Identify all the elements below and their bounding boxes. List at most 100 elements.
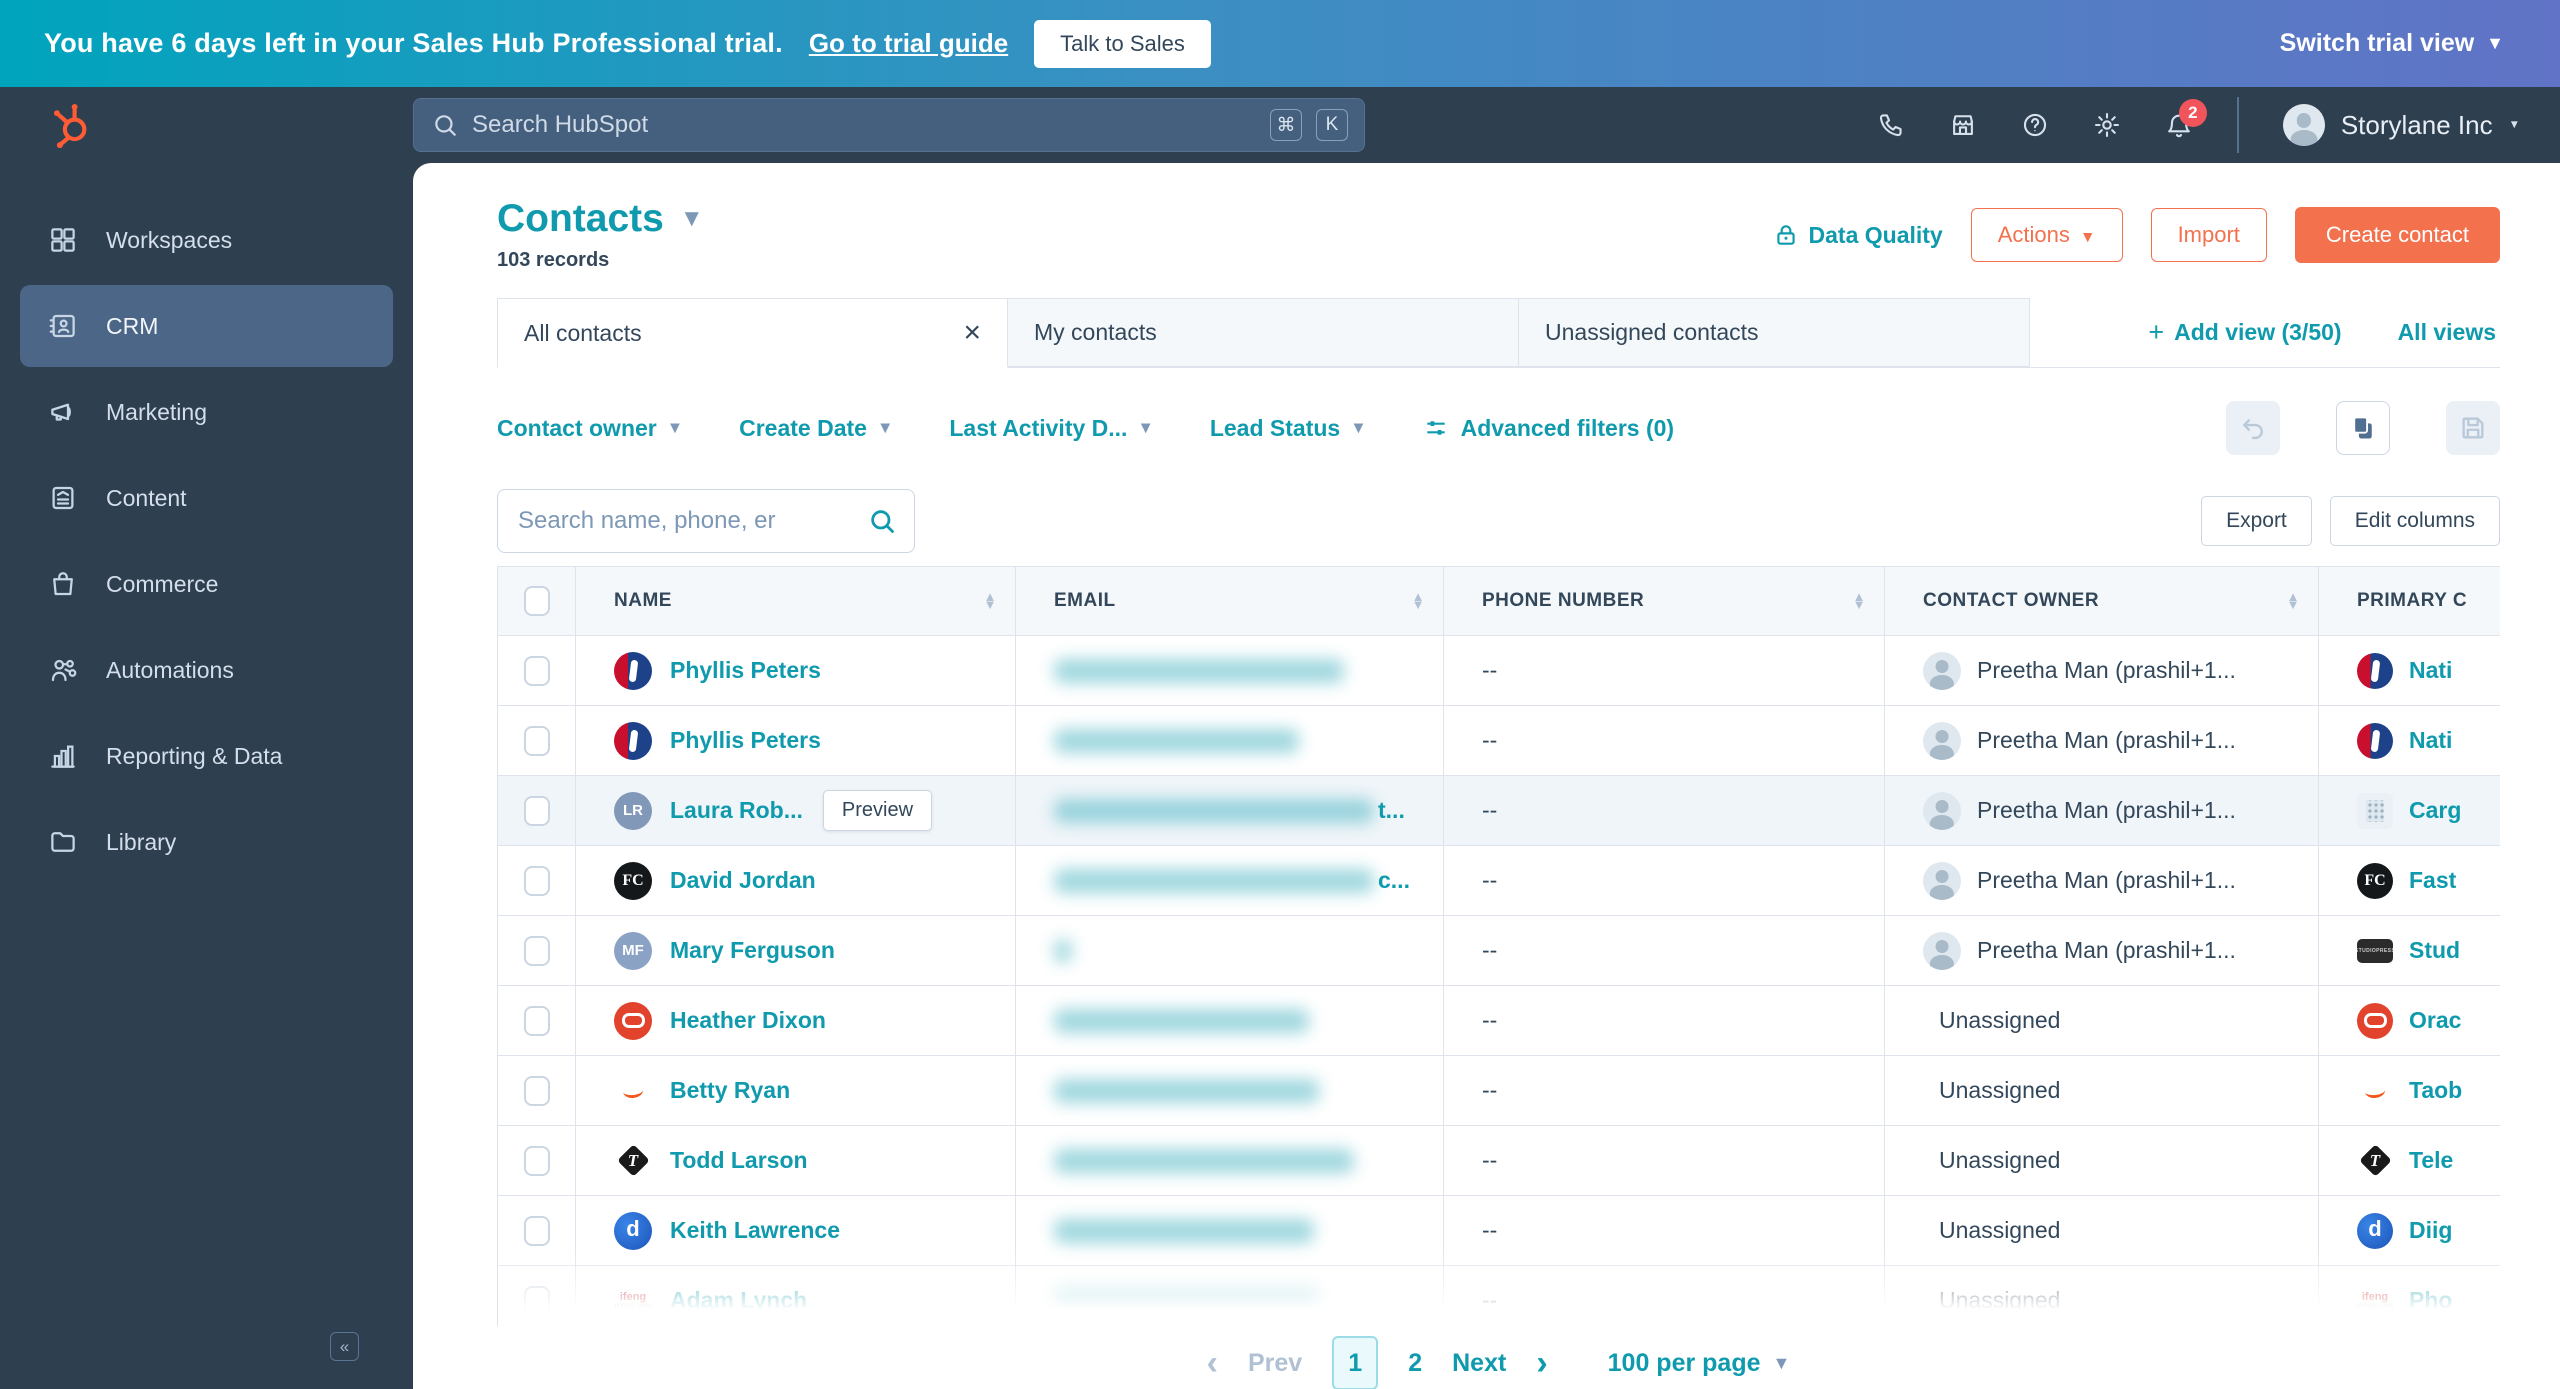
close-icon[interactable]: × <box>963 316 981 349</box>
filter-create-date[interactable]: Create Date ▼ <box>739 414 894 441</box>
global-search[interactable]: ⌘ K <box>413 98 1365 152</box>
sidebar-item-marketing[interactable]: Marketing <box>20 371 393 453</box>
tab-all-contacts[interactable]: All contacts × <box>497 298 1008 368</box>
row-checkbox[interactable] <box>523 1215 550 1246</box>
contact-name-link[interactable]: Laura Rob... <box>670 797 803 823</box>
bar-chart-icon <box>51 745 75 768</box>
sidebar-item-workspaces[interactable]: Workspaces <box>20 199 393 281</box>
talk-to-sales-button[interactable]: Talk to Sales <box>1034 19 1211 68</box>
filter-contact-owner[interactable]: Contact owner ▼ <box>497 414 684 441</box>
sort-icon[interactable]: ▲ ▼ <box>983 588 997 612</box>
column-header-phone[interactable]: PHONE NUMBER ▲ ▼ <box>1444 567 1885 635</box>
lr-logo-avatar <box>614 791 652 830</box>
chevron-down-icon[interactable]: ▼ <box>679 205 704 232</box>
advanced-filters-link[interactable]: Advanced filters (0) <box>1423 415 1674 442</box>
table-search-input[interactable] <box>518 507 858 535</box>
oracle-logo-avatar <box>614 1001 652 1040</box>
row-checkbox[interactable] <box>523 795 550 826</box>
primary-company-link[interactable]: Taob <box>2409 1077 2463 1103</box>
contact-name-link[interactable]: Heather Dixon <box>670 1007 826 1033</box>
row-checkbox[interactable] <box>523 1005 550 1036</box>
column-header-owner[interactable]: CONTACT OWNER ▲ ▼ <box>1885 567 2319 635</box>
row-checkbox[interactable] <box>523 655 550 686</box>
edit-columns-button[interactable]: Edit columns <box>2329 496 2500 546</box>
per-page-select[interactable]: 100 per page ▼ <box>1607 1348 1791 1377</box>
create-contact-button[interactable]: Create contact <box>2294 207 2500 263</box>
primary-company-link[interactable]: Orac <box>2409 1007 2462 1033</box>
contact-name-link[interactable]: Phyllis Peters <box>670 657 821 683</box>
row-checkbox[interactable] <box>523 1075 550 1106</box>
account-menu[interactable]: Storylane Inc ▼ <box>2282 104 2520 146</box>
data-quality-link[interactable]: Data Quality <box>1773 222 1943 249</box>
help-icon[interactable] <box>2021 111 2049 139</box>
filter-lead-status[interactable]: Lead Status ▼ <box>1209 414 1367 441</box>
actions-button[interactable]: Actions ▼ <box>1970 208 2123 262</box>
primary-company-link[interactable]: Diig <box>2409 1217 2453 1243</box>
select-all-checkbox[interactable] <box>523 586 550 616</box>
tab-my-contacts[interactable]: My contacts <box>1008 298 1519 367</box>
export-button[interactable]: Export <box>2201 496 2312 546</box>
primary-company-link[interactable]: Carg <box>2409 797 2462 823</box>
notifications-icon[interactable]: 2 <box>2165 99 2207 139</box>
primary-company-link[interactable]: Fast <box>2409 867 2457 893</box>
undo-button[interactable] <box>2226 401 2280 455</box>
phone-icon[interactable] <box>1877 111 1905 139</box>
sidebar-item-automations[interactable]: Automations <box>20 629 393 711</box>
collapse-sidebar-button[interactable]: « <box>330 1332 359 1361</box>
owner-avatar <box>1923 931 1961 970</box>
prev-chevron-icon[interactable]: ‹ <box>1206 1344 1218 1382</box>
contact-name-link[interactable]: Phyllis Peters <box>670 727 821 753</box>
sidebar-item-commerce[interactable]: Commerce <box>20 543 393 625</box>
sidebar-item-crm[interactable]: CRM <box>20 285 393 367</box>
tab-unassigned-contacts[interactable]: Unassigned contacts <box>1519 298 2030 367</box>
row-checkbox[interactable] <box>523 1285 550 1316</box>
all-views-link[interactable]: All views <box>2397 319 2496 345</box>
settings-icon[interactable] <box>2093 111 2121 139</box>
sidebar-item-content[interactable]: Content <box>20 457 393 539</box>
row-checkbox[interactable] <box>523 865 550 896</box>
primary-company-link[interactable]: Nati <box>2409 727 2453 753</box>
next-chevron-icon[interactable]: › <box>1536 1344 1548 1382</box>
save-view-button[interactable] <box>2446 401 2500 455</box>
clone-view-button[interactable] <box>2336 401 2390 455</box>
page-1-button[interactable]: 1 <box>1332 1336 1379 1389</box>
add-view-link[interactable]: + Add view (3/50) <box>2148 317 2342 347</box>
row-checkbox[interactable] <box>523 1145 550 1176</box>
sort-icon[interactable]: ▲ ▼ <box>1852 588 1866 612</box>
sort-icon[interactable]: ▲ ▼ <box>2286 588 2300 612</box>
column-header-primary-company[interactable]: PRIMARY C <box>2357 590 2468 611</box>
cmd-key-badge: ⌘ <box>1270 109 1302 141</box>
page-2-button[interactable]: 2 <box>1408 1348 1423 1377</box>
next-button[interactable]: Next <box>1452 1348 1507 1377</box>
switch-trial-view-button[interactable]: Switch trial view ▼ <box>2279 29 2504 57</box>
trial-guide-link[interactable]: Go to trial guide <box>808 28 1009 58</box>
global-search-input[interactable] <box>472 111 1256 139</box>
column-header-name[interactable]: NAME ▲ ▼ <box>576 567 1016 635</box>
marketplace-icon[interactable] <box>1949 111 1977 139</box>
redacted-email <box>1054 868 1374 893</box>
preview-button[interactable]: Preview <box>822 790 933 831</box>
column-header-email[interactable]: EMAIL ▲ ▼ <box>1016 567 1444 635</box>
primary-company-link[interactable]: Stud <box>2409 937 2461 963</box>
row-checkbox[interactable] <box>523 935 550 966</box>
import-button[interactable]: Import <box>2150 208 2267 262</box>
primary-company-link[interactable]: Tele <box>2409 1147 2454 1173</box>
owner-avatar <box>1923 721 1961 760</box>
row-checkbox[interactable] <box>523 725 550 756</box>
filter-last-activity[interactable]: Last Activity D... ▼ <box>949 414 1154 441</box>
contact-name-link[interactable]: David Jordan <box>670 867 816 893</box>
sidebar-item-reporting[interactable]: Reporting & Data <box>20 715 393 797</box>
contact-name-link[interactable]: Adam Lynch <box>670 1287 808 1313</box>
contact-name-link[interactable]: Keith Lawrence <box>670 1217 840 1243</box>
sort-icon[interactable]: ▲ ▼ <box>1411 588 1425 612</box>
primary-company-link[interactable]: Nati <box>2409 657 2453 683</box>
sidebar: Workspaces CRM Marketing Content Commerc… <box>0 163 413 1389</box>
contact-name-link[interactable]: Betty Ryan <box>670 1077 791 1103</box>
hubspot-logo-icon[interactable] <box>0 99 413 151</box>
contact-name-link[interactable]: Mary Ferguson <box>670 937 835 963</box>
sidebar-item-library[interactable]: Library <box>20 801 393 883</box>
primary-company-link[interactable]: Pho <box>2409 1287 2453 1313</box>
table-search[interactable] <box>497 489 915 553</box>
prev-button[interactable]: Prev <box>1248 1348 1303 1377</box>
contact-name-link[interactable]: Todd Larson <box>670 1147 808 1173</box>
